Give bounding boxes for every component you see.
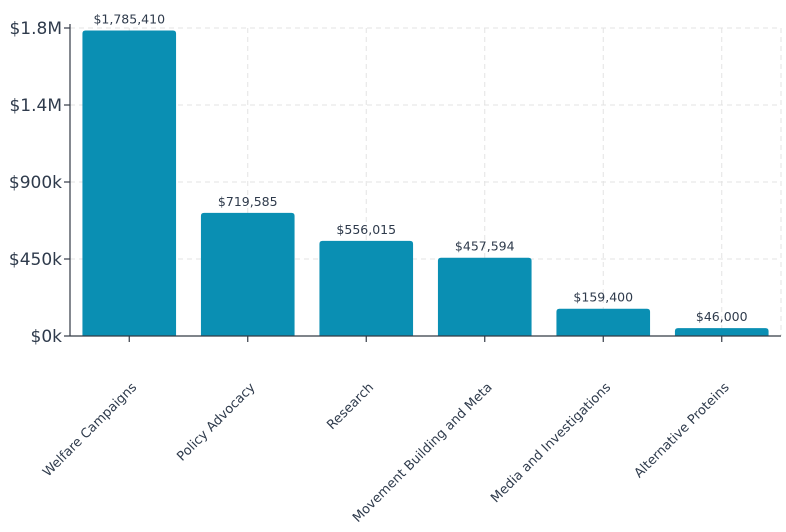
- bar[interactable]: [674, 328, 769, 336]
- y-tick-label: $1.8M: [9, 19, 62, 39]
- bar[interactable]: [82, 30, 177, 336]
- bar-value-label: $1,785,410: [93, 11, 165, 26]
- bar-value-label: $46,000: [696, 309, 748, 324]
- bar[interactable]: [200, 212, 295, 336]
- y-tick-label: $450k: [9, 250, 62, 270]
- x-tick-label: Alternative Proteins: [632, 380, 733, 481]
- x-tick-label: Policy Advocacy: [174, 380, 258, 464]
- bar[interactable]: [437, 257, 532, 336]
- y-tick-label: $0k: [31, 327, 63, 347]
- bar-value-label: $457,594: [455, 239, 515, 254]
- bars: [82, 30, 769, 336]
- x-tick-label: Movement Building and Meta: [350, 380, 495, 525]
- x-tick-label: Welfare Campaigns: [40, 380, 140, 480]
- y-tick-label: $900k: [9, 173, 62, 193]
- bar[interactable]: [319, 240, 414, 336]
- bar-value-label: $719,585: [218, 194, 278, 209]
- y-tick-label: $1.4M: [9, 96, 62, 116]
- bar-value-label: $159,400: [573, 290, 633, 305]
- bar[interactable]: [556, 308, 651, 336]
- bar-value-label: $556,015: [336, 222, 396, 237]
- x-tick-label: Media and Investigations: [488, 380, 614, 506]
- gridlines: [70, 27, 782, 336]
- x-tick-label: Research: [324, 380, 377, 433]
- axes: [64, 24, 781, 342]
